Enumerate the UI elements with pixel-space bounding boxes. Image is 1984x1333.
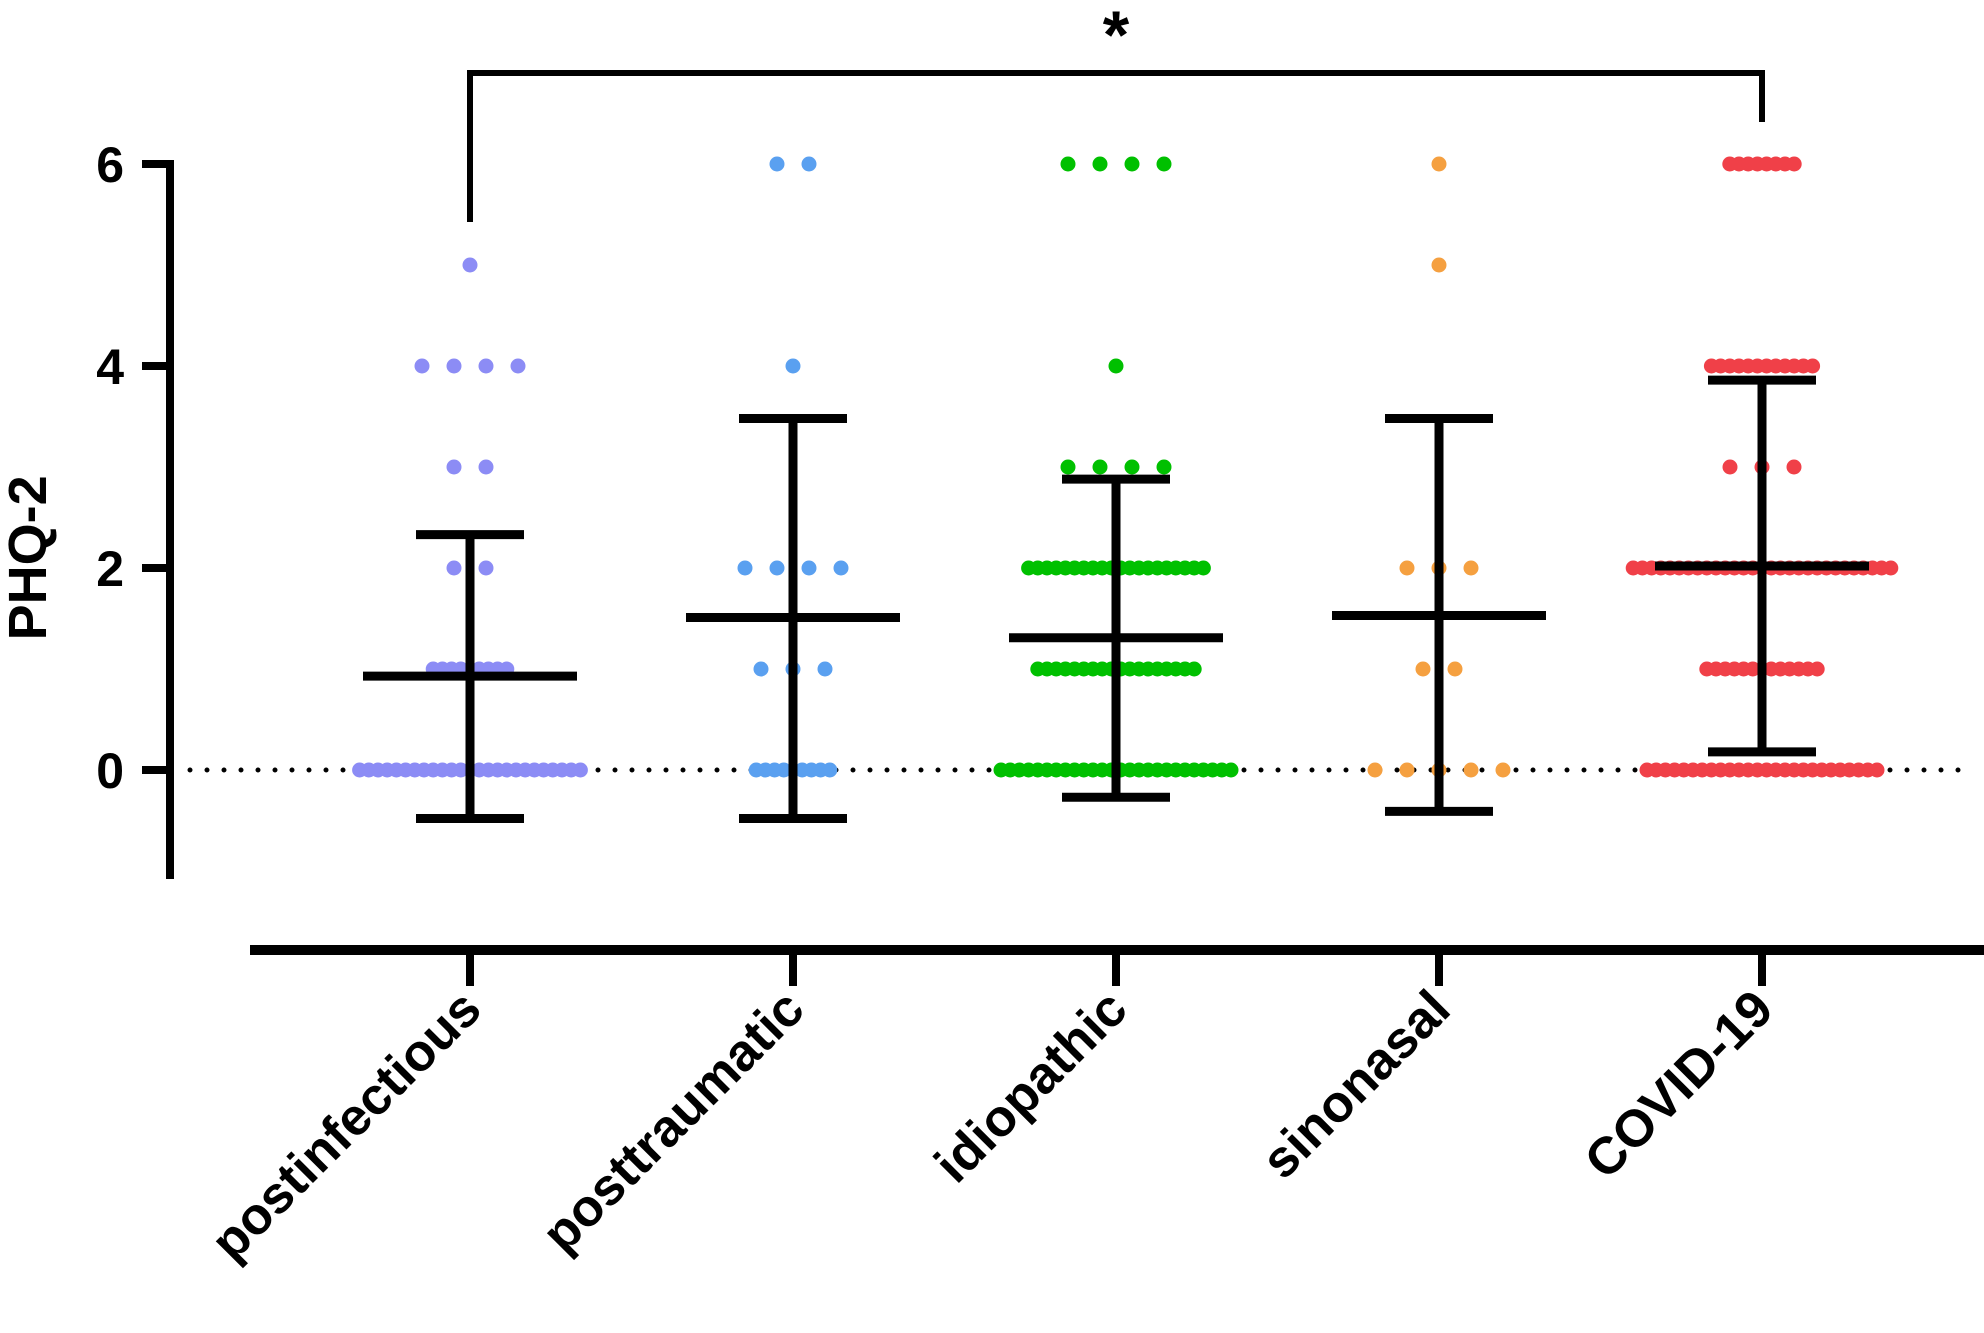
data-point-idiopathic-0 <box>1223 762 1239 778</box>
data-point-posttraumatic-1 <box>753 661 769 677</box>
data-point-postinfectious-2 <box>478 560 494 576</box>
data-point-posttraumatic-2 <box>769 560 785 576</box>
data-point-sinonasal-6 <box>1431 156 1447 172</box>
data-point-COVID-19-3 <box>1786 459 1802 475</box>
y-tick-label-6: 6 <box>96 137 124 193</box>
y-tick-label-4: 4 <box>96 339 124 395</box>
data-point-posttraumatic-4 <box>785 358 801 374</box>
data-point-idiopathic-2 <box>1195 560 1211 576</box>
y-tick-label-2: 2 <box>96 541 124 597</box>
data-point-COVID-19-4 <box>1805 358 1821 374</box>
data-point-postinfectious-4 <box>478 358 494 374</box>
x-tick-label-postinfectious: postinfectious <box>200 979 492 1271</box>
data-point-posttraumatic-0 <box>822 762 838 778</box>
x-tick-label-sinonasal: sinonasal <box>1251 979 1462 1190</box>
data-point-idiopathic-1 <box>1186 661 1202 677</box>
data-point-COVID-19-2 <box>1883 560 1899 576</box>
data-point-sinonasal-5 <box>1431 257 1447 273</box>
data-point-idiopathic-3 <box>1124 459 1140 475</box>
data-point-posttraumatic-2 <box>801 560 817 576</box>
data-point-COVID-19-0 <box>1869 762 1885 778</box>
data-point-postinfectious-4 <box>446 358 462 374</box>
data-point-postinfectious-5 <box>462 257 478 273</box>
data-point-postinfectious-3 <box>446 459 462 475</box>
data-point-sinonasal-2 <box>1463 560 1479 576</box>
data-point-posttraumatic-2 <box>833 560 849 576</box>
data-point-posttraumatic-1 <box>817 661 833 677</box>
data-point-idiopathic-3 <box>1092 459 1108 475</box>
data-point-idiopathic-4 <box>1108 358 1124 374</box>
data-point-idiopathic-6 <box>1156 156 1172 172</box>
data-point-postinfectious-3 <box>478 459 494 475</box>
labels-group: 0 2 4 6 PHQ-2 postinfectious posttraumatic idio… <box>0 137 1784 1272</box>
x-tick-label-COVID-19: COVID-19 <box>1574 979 1785 1190</box>
data-point-COVID-19-6 <box>1786 156 1802 172</box>
data-point-sinonasal-1 <box>1447 661 1463 677</box>
y-tick-label-0: 0 <box>96 743 124 799</box>
data-point-sinonasal-0 <box>1399 762 1415 778</box>
data-point-idiopathic-6 <box>1092 156 1108 172</box>
data-point-sinonasal-2 <box>1399 560 1415 576</box>
data-point-COVID-19-1 <box>1809 661 1825 677</box>
error-bars-group <box>363 375 1869 823</box>
data-point-sinonasal-0 <box>1463 762 1479 778</box>
data-point-idiopathic-6 <box>1124 156 1140 172</box>
data-point-posttraumatic-6 <box>769 156 785 172</box>
y-axis-label: PHQ-2 <box>0 475 58 640</box>
data-point-sinonasal-0 <box>1367 762 1383 778</box>
data-points-group <box>352 156 1899 778</box>
data-point-postinfectious-4 <box>414 358 430 374</box>
axes-group <box>142 160 1984 986</box>
x-tick-label-posttraumatic: posttraumatic <box>531 979 815 1263</box>
data-point-postinfectious-0 <box>572 762 588 778</box>
data-point-sinonasal-1 <box>1415 661 1431 677</box>
data-point-idiopathic-6 <box>1060 156 1076 172</box>
data-point-posttraumatic-2 <box>737 560 753 576</box>
data-point-postinfectious-2 <box>446 560 462 576</box>
data-point-posttraumatic-6 <box>801 156 817 172</box>
significance-label: * <box>1103 0 1130 73</box>
significance-bracket <box>467 70 1765 222</box>
significance-group: * <box>467 0 1765 222</box>
data-point-COVID-19-3 <box>1722 459 1738 475</box>
data-point-idiopathic-3 <box>1060 459 1076 475</box>
data-point-sinonasal-0 <box>1495 762 1511 778</box>
x-tick-label-idiopathic: idiopathic <box>924 979 1139 1194</box>
data-point-postinfectious-4 <box>510 358 526 374</box>
data-point-idiopathic-3 <box>1156 459 1172 475</box>
